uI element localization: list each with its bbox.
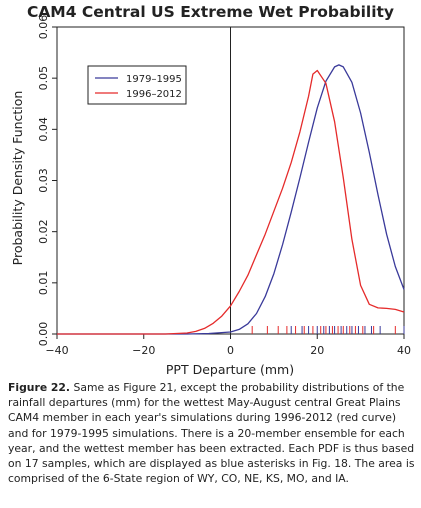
x-tick-label: 20 bbox=[310, 344, 324, 357]
y-tick-label: 0.04 bbox=[37, 117, 50, 142]
legend-label: 1996–2012 bbox=[126, 89, 182, 100]
caption-label: Figure 22. bbox=[8, 381, 71, 394]
y-tick-label: 0.02 bbox=[37, 219, 50, 244]
y-tick-label: 0.03 bbox=[37, 168, 50, 193]
y-tick-label: 0.06 bbox=[37, 15, 50, 40]
chart: −40 −20 0 20 400.000.010.020.030.040.050.06 … bbox=[10, 15, 411, 377]
series-line bbox=[57, 69, 405, 335]
legend: 1979–1995 1996–2012 bbox=[87, 65, 187, 105]
series-line bbox=[57, 64, 405, 335]
rug-marks bbox=[251, 326, 405, 334]
x-axis-label: PPT Departure (mm) bbox=[166, 362, 294, 377]
legend-label: 1979–1995 bbox=[126, 74, 182, 85]
x-tick-label: 40 bbox=[397, 344, 411, 357]
x-tick-label: 0 bbox=[227, 344, 234, 357]
caption-text: Same as Figure 21, except the probabilit… bbox=[8, 381, 415, 486]
x-tick-label: −20 bbox=[132, 344, 155, 357]
x-tick-label: −40 bbox=[45, 344, 68, 357]
y-axis-label: Probability Density Function bbox=[10, 91, 25, 266]
figure-caption: Figure 22. Same as Figure 21, except the… bbox=[8, 380, 416, 486]
series-lines bbox=[57, 64, 405, 335]
y-tick-label: 0.05 bbox=[37, 66, 50, 91]
y-tick-label: 0.01 bbox=[37, 271, 50, 296]
y-tick-label: 0.00 bbox=[37, 322, 50, 347]
axes: −40 −20 0 20 40 0.00 0.01 0.02 0.03 0.04 0.05 0.06 bbox=[37, 15, 411, 357]
chart-title: CAM4 Central US Extreme Wet Probability bbox=[26, 3, 395, 21]
legend-box bbox=[87, 65, 187, 105]
